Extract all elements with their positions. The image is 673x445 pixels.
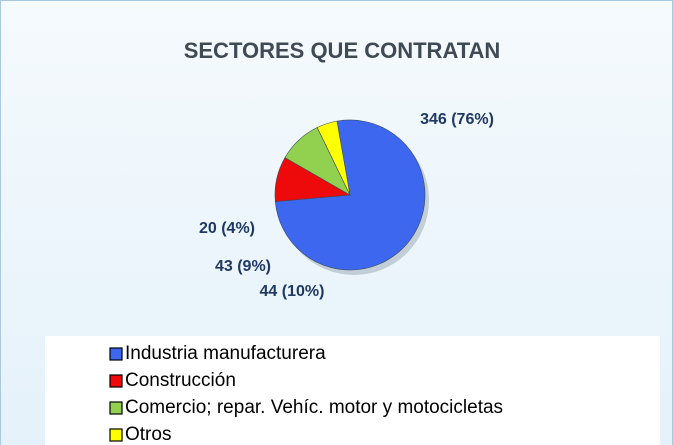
data-label: 346 (76%) bbox=[420, 111, 494, 128]
legend-label: Industria manufacturera bbox=[125, 343, 326, 364]
legend-swatch bbox=[109, 374, 123, 388]
legend-label: Construcción bbox=[125, 370, 236, 391]
data-label: 44 (10%) bbox=[260, 283, 325, 300]
legend-label: Otros bbox=[125, 424, 171, 445]
legend-label: Comercio; repar. Vehíc. motor y motocicl… bbox=[125, 397, 503, 418]
pie-slice bbox=[316, 120, 351, 196]
chart-title: SECTORES QUE CONTRATAN bbox=[184, 38, 501, 63]
data-label: 20 (4%) bbox=[199, 220, 255, 237]
legend-swatch bbox=[109, 401, 123, 415]
legend-swatch bbox=[109, 428, 123, 442]
data-label: 43 (9%) bbox=[215, 258, 271, 275]
legend-box bbox=[45, 336, 660, 445]
legend-swatch bbox=[109, 347, 123, 361]
